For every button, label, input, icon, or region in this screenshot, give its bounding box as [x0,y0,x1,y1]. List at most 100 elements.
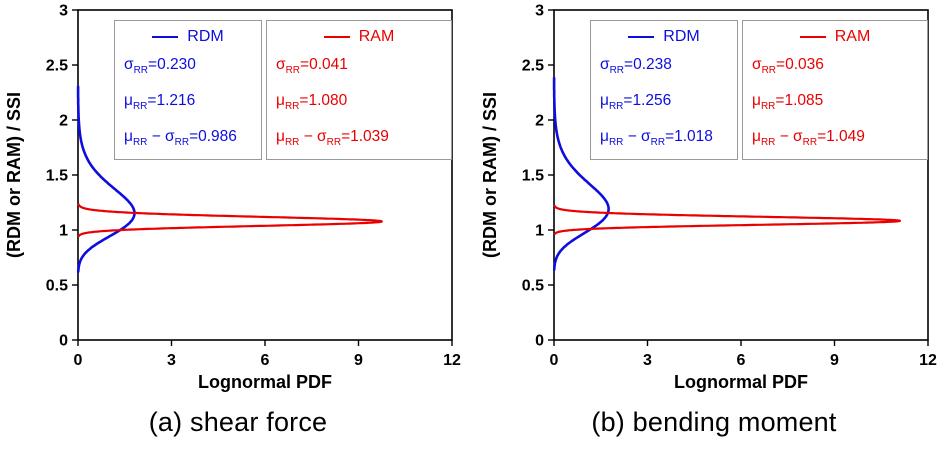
legend-text: μ [276,128,285,146]
x-tick-label: 3 [643,352,652,369]
y-tick-label: 0 [535,333,544,350]
y-tick-label: 2.5 [46,58,68,75]
legend-text: =0.238 [624,56,672,73]
legend-title-row: RDM [600,28,728,46]
legend-text: − σ [299,128,327,146]
x-tick-label: 6 [737,352,746,369]
legend-text: =1.018 [665,128,713,146]
legend-box-ram: RAM σRR=0.041 μRR=1.080 μRR − σRR=1.039 [266,20,452,160]
legend-subscript: RR [132,137,148,149]
x-tick-label: 6 [261,352,270,369]
legend-subscript: RR [761,65,777,77]
legend-text: =1.085 [775,92,824,110]
legend-text: μ [752,128,761,146]
x-axis-label: Lognormal PDF [674,372,808,392]
legend-mu-row: μRR=1.256 [600,86,728,122]
legend-series-name: RAM [358,28,395,45]
y-tick-label: 2 [535,113,544,130]
legend-text: μ [124,128,133,146]
legend-text: μ [276,92,285,110]
y-tick-label: 2 [59,113,68,130]
legend-mu-row: μRR=1.080 [276,86,442,122]
legend-subscript: RR [650,137,666,149]
legend-text: =1.049 [817,128,865,146]
legend-subscript: RR [285,65,301,77]
x-tick-label: 0 [550,352,559,369]
legend-subscript: RR [760,101,776,113]
y-tick-label: 3 [59,3,68,20]
legend-text: =1.256 [623,92,672,110]
legend-mu-minus-sigma-row: μRR − σRR=1.039 [276,122,442,158]
legend-text: =0.036 [776,56,824,73]
legend-text: σ [752,56,762,73]
y-tick-label: 0 [59,333,68,350]
legend-subscript: RR [133,65,149,77]
y-tick-label: 0.5 [522,278,544,295]
legend-sigma-row: σRR=0.041 [276,50,442,86]
y-tick-label: 1 [59,223,68,240]
y-tick-label: 2.5 [522,58,544,75]
plot-svg-shear: 0 3 6 9 12 0 0.5 1 1.5 2 2.5 3 Lognormal PDF (RDM or … [4,3,461,393]
legend-mu-row: μRR=1.216 [124,86,252,122]
legend-sigma-row: σRR=0.230 [124,50,252,86]
legend-subscript: RR [284,137,300,149]
legend-line-sample-icon [628,36,655,38]
legend-text: =1.080 [299,92,348,110]
legend-text: =1.216 [147,92,196,110]
legend-series-name: RAM [834,28,871,45]
legend-sigma-row: σRR=0.036 [752,50,918,86]
legend-box-ram: RAM σRR=0.036 μRR=1.085 μRR − σRR=1.049 [742,20,928,160]
y-axis-label: (RDM or RAM) / SSI [4,92,24,258]
legend-title-row: RAM [276,28,442,46]
legend-text: =0.986 [189,128,237,146]
legend-text: σ [124,56,134,73]
x-tick-label: 12 [443,352,461,369]
legend-text: − σ [147,128,175,146]
legend-mu-minus-sigma-row: μRR − σRR=1.049 [752,122,918,158]
y-axis-label: (RDM or RAM) / SSI [480,92,500,258]
legend-series-name: RDM [663,28,700,45]
legend-subscript: RR [760,137,776,149]
legend-line-sample-icon [323,36,350,38]
legend-subscript: RR [284,101,300,113]
legend-text: σ [276,56,286,73]
x-tick-label: 0 [74,352,83,369]
legend-subscript: RR [132,101,148,113]
x-tick-label: 9 [830,352,839,369]
curve-rdm [552,76,610,271]
y-tick-label: 1 [535,223,544,240]
legend-subscript: RR [608,137,624,149]
legend-mu-minus-sigma-row: μRR − σRR=1.018 [600,122,728,158]
legend-sigma-row: σRR=0.238 [600,50,728,86]
legend-subscript: RR [802,137,818,149]
legend-text: =0.041 [300,56,348,73]
legend-box-rdm: RDM σRR=0.230 μRR=1.216 μRR − σRR=0.986 [114,20,262,160]
legend-text: − σ [775,128,803,146]
curve-ram [77,203,383,238]
legend-text: μ [752,92,761,110]
legend-line-sample-icon [799,36,826,38]
legend-series-name: RDM [187,28,224,45]
legend-text: μ [124,92,133,110]
legend-mu-row: μRR=1.085 [752,86,918,122]
legend-text: − σ [623,128,651,146]
legend-title-row: RDM [124,28,252,46]
chart-shear-force: 0 3 6 9 12 0 0.5 1 1.5 2 2.5 3 Lognormal PDF (RDM or … [4,3,461,438]
x-axis-label: Lognormal PDF [198,372,332,392]
x-tick-label: 3 [167,352,176,369]
legend-subscript: RR [174,137,190,149]
chart-bending-moment: 0 3 6 9 12 0 0.5 1 1.5 2 2.5 3 Lognormal PDF (RDM or … [476,0,952,455]
x-tick-label: 9 [354,352,363,369]
legend-subscript: RR [326,137,342,149]
legend-title-row: RAM [752,28,918,46]
y-tick-label: 1.5 [46,168,68,185]
y-tick-label: 0.5 [46,278,68,295]
y-tick-label: 1.5 [522,168,544,185]
x-tick-label: 12 [919,352,937,369]
curve-rdm [76,85,136,274]
legend-subscript: RR [608,101,624,113]
legend-mu-minus-sigma-row: μRR − σRR=0.986 [124,122,252,158]
legend-box-rdm: RDM σRR=0.238 μRR=1.256 μRR − σRR=1.018 [590,20,738,160]
y-tick-label: 3 [535,3,544,20]
